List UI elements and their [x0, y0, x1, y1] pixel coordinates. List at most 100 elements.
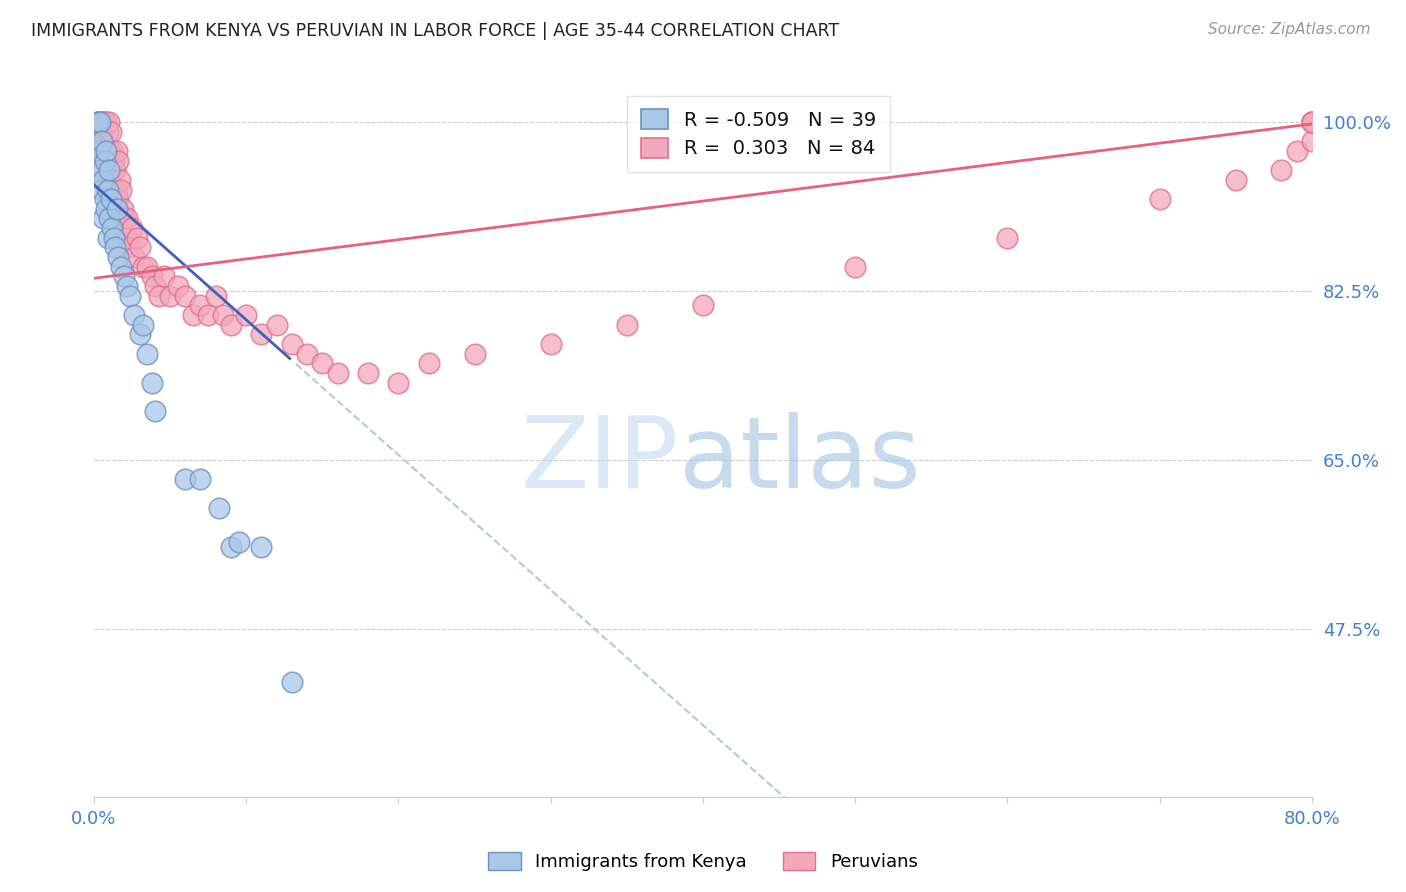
Point: [128, 240, 150, 254]
Point: [1301, 115, 1323, 129]
Point: [136, 260, 159, 274]
Point: [1149, 192, 1171, 206]
Point: [107, 153, 129, 168]
Point: [125, 231, 148, 245]
Point: [100, 163, 122, 178]
Point: [100, 125, 122, 139]
Point: [281, 674, 304, 689]
Point: [100, 192, 122, 206]
Point: [1225, 173, 1247, 187]
Point: [844, 260, 866, 274]
Point: [117, 211, 139, 226]
Point: [107, 250, 129, 264]
Point: [190, 472, 212, 486]
Text: atlas: atlas: [679, 411, 920, 508]
Point: [91, 211, 114, 226]
Point: [97, 182, 120, 196]
Point: [90, 144, 112, 158]
Point: [148, 288, 170, 302]
Point: [281, 337, 304, 351]
Point: [219, 540, 242, 554]
Legend: Immigrants from Kenya, Peruvians: Immigrants from Kenya, Peruvians: [481, 845, 925, 879]
Point: [97, 125, 120, 139]
Point: [89, 134, 111, 148]
Point: [87, 115, 110, 129]
Point: [90, 115, 112, 129]
Point: [104, 163, 127, 178]
Point: [131, 318, 153, 332]
Point: [107, 192, 129, 206]
Point: [93, 192, 115, 206]
Point: [295, 346, 318, 360]
Point: [311, 356, 333, 370]
Point: [91, 163, 114, 178]
Point: [208, 500, 231, 515]
Point: [93, 115, 115, 129]
Point: [87, 144, 110, 158]
Point: [1270, 163, 1292, 178]
Point: [995, 231, 1018, 245]
Point: [1301, 115, 1323, 129]
Legend: R = -0.509   N = 39, R =  0.303   N = 84: R = -0.509 N = 39, R = 0.303 N = 84: [627, 95, 890, 172]
Point: [159, 288, 181, 302]
Point: [98, 144, 121, 158]
Point: [121, 221, 143, 235]
Point: [1285, 144, 1308, 158]
Point: [122, 308, 145, 322]
Point: [87, 144, 110, 158]
Point: [136, 346, 159, 360]
Point: [93, 153, 115, 168]
Point: [357, 366, 380, 380]
Point: [141, 376, 163, 390]
Point: [97, 163, 120, 178]
Point: [91, 115, 114, 129]
Point: [89, 115, 111, 129]
Point: [219, 318, 242, 332]
Point: [94, 153, 117, 168]
Point: [326, 366, 349, 380]
Point: [98, 163, 121, 178]
Point: [89, 115, 111, 129]
Point: [141, 269, 163, 284]
Point: [90, 134, 112, 148]
Point: [228, 534, 250, 549]
Point: [174, 472, 197, 486]
Point: [266, 318, 288, 332]
Point: [111, 202, 134, 216]
Point: [91, 173, 114, 187]
Point: [103, 153, 125, 168]
Point: [464, 346, 486, 360]
Point: [87, 115, 110, 129]
Point: [103, 192, 125, 206]
Point: [105, 182, 128, 196]
Point: [120, 288, 142, 302]
Point: [1301, 115, 1323, 129]
Point: [94, 115, 117, 129]
Point: [115, 231, 138, 245]
Point: [105, 202, 128, 216]
Point: [174, 288, 197, 302]
Point: [94, 144, 117, 158]
Text: ZIP: ZIP: [520, 411, 679, 508]
Point: [98, 115, 121, 129]
Point: [89, 163, 111, 178]
Point: [190, 298, 212, 312]
Point: [153, 269, 176, 284]
Point: [101, 182, 124, 196]
Point: [94, 182, 117, 196]
Point: [112, 211, 135, 226]
Point: [250, 540, 273, 554]
Point: [117, 279, 139, 293]
Point: [128, 327, 150, 342]
Point: [97, 231, 120, 245]
Text: Source: ZipAtlas.com: Source: ZipAtlas.com: [1208, 22, 1371, 37]
Point: [93, 144, 115, 158]
Point: [181, 308, 204, 322]
Point: [418, 356, 440, 370]
Point: [143, 279, 166, 293]
Point: [197, 308, 219, 322]
Point: [118, 240, 141, 254]
Text: IMMIGRANTS FROM KENYA VS PERUVIAN IN LABOR FORCE | AGE 35-44 CORRELATION CHART: IMMIGRANTS FROM KENYA VS PERUVIAN IN LAB…: [31, 22, 839, 40]
Point: [540, 337, 562, 351]
Point: [110, 182, 132, 196]
